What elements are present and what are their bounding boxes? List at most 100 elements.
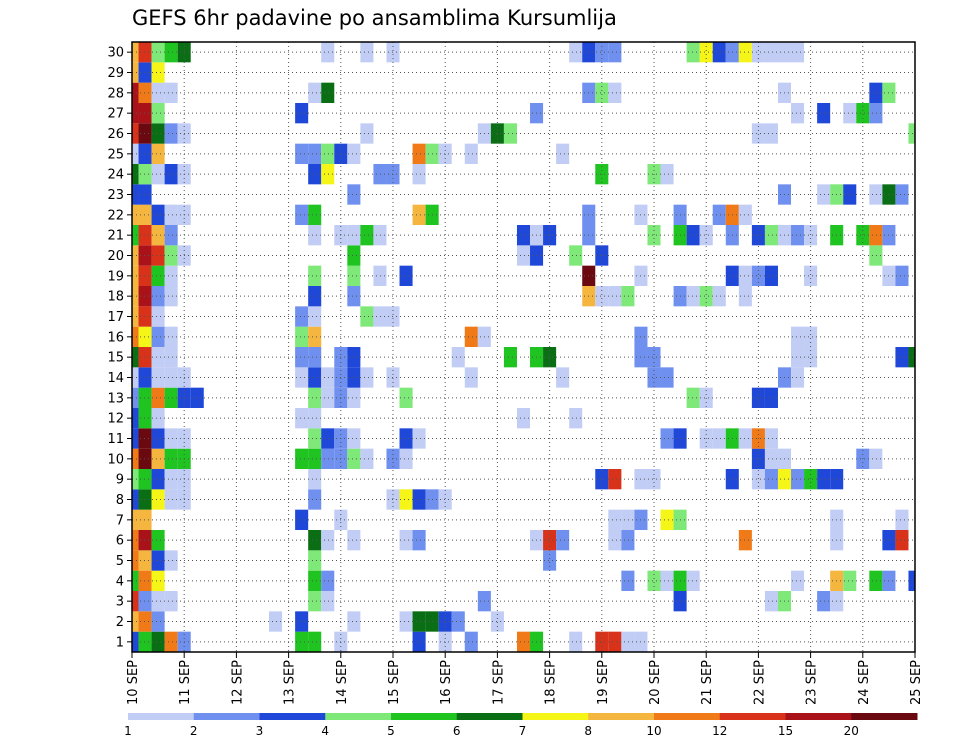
y-tick-label: 6 [116, 534, 124, 549]
heatmap-cell [647, 225, 661, 246]
heatmap-cell [412, 428, 426, 449]
y-tick-label: 30 [107, 46, 124, 61]
heatmap-cell [516, 408, 531, 429]
y-tick-labels: 1234567891011121314151617181920212223242… [107, 46, 132, 650]
heatmap-cell [660, 570, 674, 591]
heatmap-cell [151, 428, 165, 449]
heatmap-cell [543, 530, 557, 551]
y-tick-label: 11 [107, 432, 124, 447]
heatmap-cell [608, 530, 622, 551]
colorbar-swatch [456, 713, 523, 720]
heatmap-cell [360, 367, 374, 388]
heatmap-cell [712, 286, 726, 307]
heatmap-cell [132, 326, 139, 347]
x-tick-label: 11 SEP [178, 660, 193, 705]
heatmap-cell [151, 103, 165, 124]
heatmap-cell [164, 347, 178, 368]
heatmap-cell [856, 103, 870, 124]
heatmap-cell [151, 631, 165, 652]
heatmap-cell [464, 326, 478, 347]
heatmap-cell [138, 367, 152, 388]
heatmap-cell [738, 530, 752, 551]
heatmap-cell [151, 367, 165, 388]
heatmap-cell [295, 509, 309, 530]
heatmap-cell [138, 306, 152, 327]
colorbar-swatch [391, 713, 458, 720]
heatmap-cell [908, 570, 915, 591]
heatmap-cell [132, 103, 139, 124]
heatmap-cell [490, 123, 504, 144]
heatmap-cell [138, 387, 152, 408]
heatmap-cell [556, 530, 570, 551]
heatmap-cell [464, 631, 478, 652]
heatmap-cell [138, 143, 152, 164]
heatmap-cell [295, 204, 309, 225]
heatmap-cell [151, 550, 165, 571]
heatmap-cell [269, 611, 283, 632]
y-tick-label: 2 [116, 615, 124, 630]
heatmap-cell [791, 326, 805, 347]
heatmap-cell [321, 387, 335, 408]
heatmap-cell [308, 204, 322, 225]
heatmap-cell [132, 469, 139, 490]
heatmap-cell [608, 82, 622, 103]
y-tick-label: 5 [116, 554, 124, 569]
heatmap-cell [647, 469, 661, 490]
heatmap-cell [138, 611, 152, 632]
heatmap-cell [151, 204, 165, 225]
heatmap-cell [856, 225, 870, 246]
x-tick-label: 18 SEP [544, 660, 559, 705]
heatmap-cell [151, 306, 165, 327]
heatmap-cell [132, 489, 139, 510]
heatmap-cell [764, 225, 778, 246]
heatmap-cell [399, 265, 413, 286]
heatmap-cell [438, 143, 452, 164]
y-tick-label: 12 [107, 412, 124, 427]
heatmap-cell [164, 265, 178, 286]
heatmap-cell [608, 469, 622, 490]
heatmap-cell [151, 82, 165, 103]
heatmap-cell [543, 550, 557, 571]
heatmap-cell [621, 286, 635, 307]
heatmap-cell [738, 286, 752, 307]
heatmap-cell [138, 469, 152, 490]
heatmap-cell [164, 225, 178, 246]
x-tick-label: 25 SEP [909, 660, 924, 705]
heatmap-cell [503, 347, 517, 368]
y-tick-label: 26 [107, 127, 124, 142]
y-tick-label: 8 [116, 493, 124, 508]
y-tick-label: 18 [107, 290, 124, 305]
heatmap-cell [347, 184, 361, 205]
heatmap-cell [295, 408, 309, 429]
heatmap-cell [321, 591, 335, 612]
heatmap-cell [686, 225, 700, 246]
colorbar-swatch [719, 713, 786, 720]
heatmap-cell [132, 123, 139, 144]
heatmap-cell [295, 611, 309, 632]
heatmap-cell [569, 631, 583, 652]
heatmap-cell [908, 347, 915, 368]
colorbar-label: 7 [519, 724, 527, 738]
x-tick-label: 20 SEP [648, 660, 663, 705]
heatmap-cell [869, 448, 883, 469]
colorbar-swatch [851, 713, 918, 720]
heatmap-cell [699, 42, 713, 63]
heatmap-cell [164, 428, 178, 449]
heatmap-cell [686, 42, 700, 63]
heatmap-cell [412, 611, 426, 632]
heatmap-cell [321, 42, 335, 63]
heatmap-cell [647, 570, 661, 591]
heatmap-cell [138, 245, 152, 266]
heatmap-cell [347, 225, 361, 246]
heatmap-cell [712, 204, 726, 225]
heatmap-cell [132, 62, 139, 83]
heatmap-cell [347, 286, 361, 307]
heatmap-cell [347, 245, 361, 266]
heatmap-cell [412, 631, 426, 652]
heatmap-cell [373, 265, 387, 286]
heatmap-cell [791, 347, 805, 368]
heatmap-cell [412, 489, 426, 510]
heatmap-cell [373, 164, 387, 185]
heatmap-cell [751, 387, 765, 408]
